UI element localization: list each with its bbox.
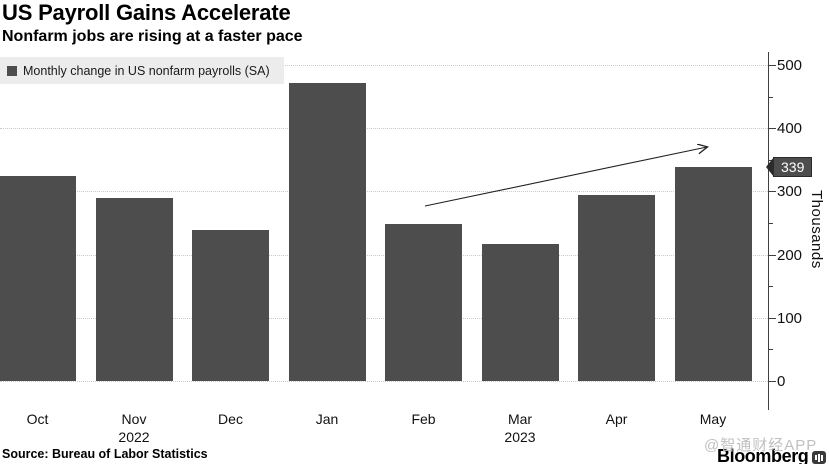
bar-mar bbox=[481, 243, 559, 381]
x-label-may: May bbox=[699, 411, 727, 427]
x-label-mar: Mar bbox=[507, 411, 533, 427]
bar-may bbox=[674, 166, 752, 381]
legend-label: Monthly change in US nonfarm payrolls (S… bbox=[23, 63, 270, 78]
major-tick-100 bbox=[769, 317, 776, 319]
bloomberg-logo: Bloomberg bbox=[717, 446, 809, 464]
gridline-400 bbox=[0, 128, 768, 130]
y-tick-label-500: 500 bbox=[777, 57, 803, 74]
y-tick-label-300: 300 bbox=[777, 183, 803, 201]
y-tick-label-200: 200 bbox=[777, 246, 803, 264]
gridline-500 bbox=[0, 65, 768, 66]
major-tick-500 bbox=[769, 65, 776, 66]
callout-pointer-icon bbox=[766, 156, 774, 177]
year-label-2023: 2023 bbox=[504, 429, 536, 445]
bar-apr bbox=[578, 195, 655, 381]
major-tick-0 bbox=[769, 381, 776, 382]
y-tick-label-400: 400 bbox=[777, 120, 803, 138]
bar-feb bbox=[385, 224, 462, 381]
value-callout: 339 bbox=[766, 156, 813, 177]
y-axis-line bbox=[768, 52, 769, 410]
year-label-2022: 2022 bbox=[118, 429, 150, 445]
gridline-0 bbox=[0, 381, 768, 382]
x-label-oct: Oct bbox=[26, 411, 49, 427]
bar-dec bbox=[192, 229, 269, 381]
legend-swatch-icon bbox=[7, 65, 17, 76]
bar-oct bbox=[0, 176, 76, 381]
major-tick-400 bbox=[769, 128, 776, 130]
bar-nov bbox=[95, 197, 173, 381]
y-axis-unit-label: Thousands bbox=[808, 190, 825, 269]
x-label-nov: Nov bbox=[121, 411, 147, 427]
chart-subtitle: Nonfarm jobs are rising at a faster pace bbox=[2, 28, 303, 45]
x-label-apr: Apr bbox=[605, 411, 628, 427]
minor-tick-50 bbox=[769, 349, 773, 351]
major-tick-300 bbox=[769, 191, 776, 193]
x-label-jan: Jan bbox=[315, 411, 339, 427]
gridline-200 bbox=[0, 254, 768, 256]
minor-tick-450 bbox=[769, 96, 773, 98]
y-tick-label-100: 100 bbox=[777, 309, 803, 327]
bar-jan bbox=[288, 82, 366, 381]
x-label-dec: Dec bbox=[218, 411, 243, 427]
minor-tick-150 bbox=[769, 286, 773, 288]
x-label-feb: Feb bbox=[411, 411, 436, 427]
minor-tick-250 bbox=[769, 223, 773, 224]
soundwave-app-icon bbox=[812, 451, 826, 464]
watermark: @智通财经APP bbox=[704, 437, 818, 454]
y-tick-label-0: 0 bbox=[777, 373, 786, 390]
gridline-300 bbox=[0, 191, 768, 193]
chart-title: US Payroll Gains Accelerate bbox=[2, 0, 291, 25]
callout-value: 339 bbox=[773, 156, 813, 177]
gridline-100 bbox=[0, 317, 768, 319]
source-note: Source: Bureau of Labor Statistics bbox=[2, 447, 208, 461]
legend: Monthly change in US nonfarm payrolls (S… bbox=[0, 57, 284, 84]
major-tick-200 bbox=[769, 254, 776, 256]
